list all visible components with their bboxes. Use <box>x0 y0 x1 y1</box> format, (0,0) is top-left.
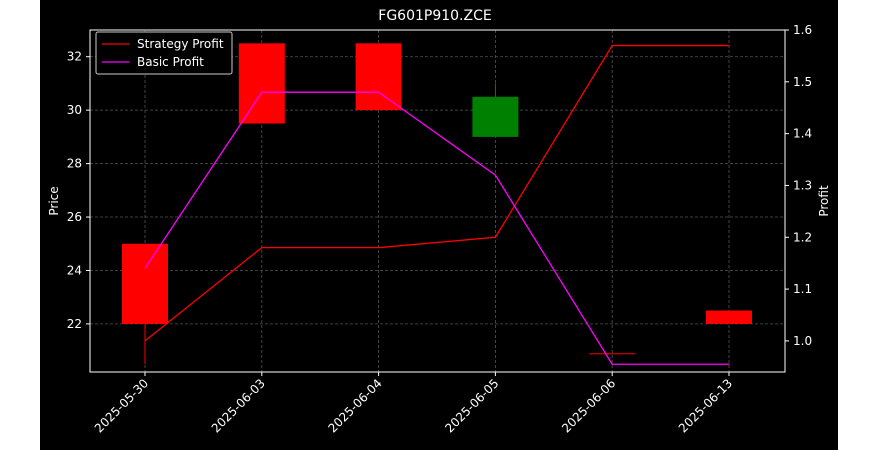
axes: 22 24 26 28 30 32 1.0 1.1 1.2 1.3 1.4 1.5 1.6 2025-05… <box>67 23 812 435</box>
y-tick-label-left: 24 <box>67 263 82 277</box>
x-tick-label: 2025-05-30 <box>92 376 151 435</box>
candle-body <box>589 353 636 355</box>
legend-box <box>95 31 233 75</box>
candle-body <box>355 43 402 111</box>
candle-body <box>122 243 168 324</box>
x-tick-label: 2025-06-13 <box>676 376 735 435</box>
candles <box>122 43 752 364</box>
y-tick-label-right: 1.2 <box>793 230 812 244</box>
x-tick-label: 2025-06-05 <box>442 376 501 435</box>
y-tick-label-right: 1.4 <box>793 127 812 141</box>
candle-body <box>472 96 519 137</box>
y-tick-label-right: 1.0 <box>793 334 812 348</box>
plot-frame <box>89 29 786 373</box>
y-tick-label-left: 30 <box>67 103 82 117</box>
legend: Strategy Profit Basic Profit <box>95 31 233 75</box>
y-tick-label-right: 1.6 <box>793 23 812 37</box>
y-tick-label-right: 1.3 <box>793 178 812 192</box>
candle-body <box>706 310 752 324</box>
y-tick-label-left: 26 <box>67 210 82 224</box>
x-tick-label: 2025-06-06 <box>559 376 618 435</box>
profit-lines <box>144 44 729 365</box>
legend-label-basic-profit: Basic Profit <box>137 55 204 69</box>
legend-label-strategy-profit: Strategy Profit <box>137 37 224 51</box>
y-tick-label-right: 1.5 <box>793 75 812 89</box>
candle-body <box>238 43 285 124</box>
chart-title: FG601P910.ZCE <box>378 8 491 24</box>
y-axis-label-left: Price <box>47 186 61 215</box>
grid-lines <box>90 30 785 372</box>
x-tick-label: 2025-06-04 <box>326 376 385 435</box>
x-tick-label: 2025-06-03 <box>209 376 268 435</box>
chart-svg: FG601P910.ZCE Price Profit 22 24 26 28 30 32 1… <box>47 8 831 435</box>
y-tick-label-left: 22 <box>67 317 82 331</box>
series-line-1 <box>144 91 729 365</box>
y-tick-label-left: 28 <box>67 157 82 171</box>
series-line-0 <box>144 44 729 342</box>
y-axis-label-right: Profit <box>817 185 831 217</box>
y-tick-label-left: 32 <box>67 50 82 64</box>
y-tick-label-right: 1.1 <box>793 282 812 296</box>
chart-figure: FG601P910.ZCE Price Profit 22 24 26 28 30 32 1… <box>40 0 838 450</box>
